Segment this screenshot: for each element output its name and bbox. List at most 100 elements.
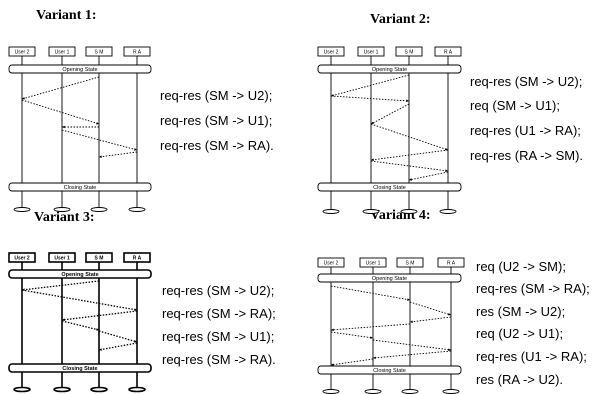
variant-2-step-3: req-res (U1 -> RA);: [470, 123, 581, 138]
variant-2-title: Variant 2:: [370, 12, 431, 27]
message-arrow: [21, 280, 100, 291]
message-arrow: [98, 342, 138, 351]
opening-state-label: Opening State: [372, 276, 407, 282]
variant-2-step-2: req (SM -> U1);: [470, 98, 560, 113]
participant-label: S M: [95, 256, 104, 262]
participant-label: R A: [133, 50, 142, 56]
closing-state-label: Closing State: [62, 366, 97, 372]
arrow-head: [62, 125, 65, 129]
message-arrow: [409, 301, 452, 316]
participant-label: User 2: [324, 50, 339, 56]
opening-state-bar: [8, 64, 152, 74]
participant-label: S M: [405, 50, 414, 56]
variant-3-title: Variant 3:: [34, 210, 95, 225]
closing-state-label: Closing State: [64, 185, 97, 191]
message-arrow: [61, 320, 100, 331]
terminator-icon: [322, 389, 340, 394]
message-arrow: [370, 103, 410, 125]
participant-box: [85, 252, 113, 263]
opening-state-bar: [317, 273, 462, 283]
participant-box: [357, 46, 385, 57]
variant-2-diagram: User 2 User 1 S M R A Opening State Closing S…: [317, 46, 462, 214]
variant-4-step-1: req (U2 -> SM);: [476, 259, 566, 274]
participant-label: User 2: [324, 261, 339, 267]
terminator-icon: [400, 209, 418, 214]
arrow-head: [409, 178, 412, 181]
arrow-head: [134, 339, 137, 343]
arrow-head: [99, 348, 102, 351]
opening-state-bar: [8, 269, 152, 279]
message-arrow: [330, 95, 410, 102]
variant-4-step-3: res (SM -> U2);: [476, 304, 566, 319]
variant-3-step-3: req-res (SM -> U1);: [162, 329, 275, 344]
participant-label: User 1: [366, 261, 381, 267]
participant-label: User 2: [15, 50, 30, 56]
participant-label: User 1: [54, 256, 70, 262]
terminator-icon: [13, 386, 31, 393]
variant-2-step-4: req-res (RA -> SM).: [470, 148, 584, 163]
closing-state-label: Closing State: [373, 185, 406, 191]
message-arrow: [98, 330, 138, 343]
arrow-head: [448, 348, 451, 351]
terminator-icon: [128, 207, 146, 212]
participant-label: S M: [95, 50, 104, 56]
message-arrow: [21, 99, 100, 125]
arrow-head: [371, 121, 374, 124]
arrow-head: [448, 312, 451, 316]
opening-state-label: Opening State: [62, 67, 97, 73]
message-arrow: [61, 129, 138, 151]
variant-4-step-5: req-res (U1 -> RA);: [476, 349, 587, 364]
message-arrow: [21, 289, 138, 311]
arrow-head: [134, 308, 137, 311]
opening-state-label: Opening State: [61, 272, 98, 278]
arrow-head: [371, 158, 374, 161]
participant-box: [317, 46, 345, 57]
participant-box: [437, 257, 465, 268]
message-arrow: [330, 74, 410, 97]
participant-box: [359, 257, 387, 268]
terminator-icon: [128, 386, 146, 393]
closing-state-bar: [317, 365, 462, 375]
message-arrow: [372, 339, 452, 351]
variant-1-step-2: req-res (SM -> U1);: [160, 113, 273, 128]
variant-3-step-4: req-res (SM -> RA).: [162, 352, 276, 367]
variant-3-diagram: User 2 User 1 S M R A Opening State Closing S…: [8, 252, 152, 393]
message-arrow: [21, 76, 100, 100]
participant-label: R A: [444, 50, 453, 56]
message-arrow: [330, 323, 411, 331]
participant-box: [8, 46, 36, 57]
arrow-head: [406, 99, 409, 103]
closing-state-bar: [317, 182, 462, 192]
participant-box: [48, 46, 76, 57]
arrow-head: [331, 363, 334, 366]
opening-state-bar: [317, 64, 462, 74]
message-arrow: [370, 123, 449, 151]
variant-2-step-1: req-res (SM -> U2);: [470, 74, 583, 89]
terminator-icon: [442, 389, 460, 394]
variant-4-step-4: req (U2 -> U1);: [476, 326, 564, 341]
message-arrow: [408, 171, 449, 181]
terminator-icon: [53, 207, 71, 212]
message-arrow: [372, 350, 452, 359]
participant-box: [123, 252, 151, 263]
message-arrow: [370, 160, 449, 172]
variant-1-step-3: req-res (SM -> RA).: [160, 138, 274, 153]
variant-4-step-6: res (RA -> U2).: [476, 372, 564, 387]
closing-state-bar: [8, 363, 152, 373]
variant-3-step-2: req-res (SM -> RA);: [162, 306, 276, 321]
closing-state-label: Closing State: [373, 368, 406, 374]
message-arrow: [409, 316, 452, 323]
variant-3-step-1: req-res (SM -> U2);: [162, 283, 275, 298]
closing-state-bar: [8, 182, 152, 192]
participant-label: User 1: [364, 50, 379, 56]
participant-box: [396, 257, 424, 268]
variant-1-diagram: User 2 User 1 S M R A Opening State Closing S…: [8, 46, 152, 212]
message-arrow: [330, 331, 374, 339]
participant-box: [317, 257, 345, 268]
participant-box: [123, 46, 151, 57]
participant-box: [85, 46, 113, 57]
terminator-icon: [439, 209, 457, 214]
terminator-icon: [322, 209, 340, 214]
terminator-icon: [362, 209, 380, 214]
